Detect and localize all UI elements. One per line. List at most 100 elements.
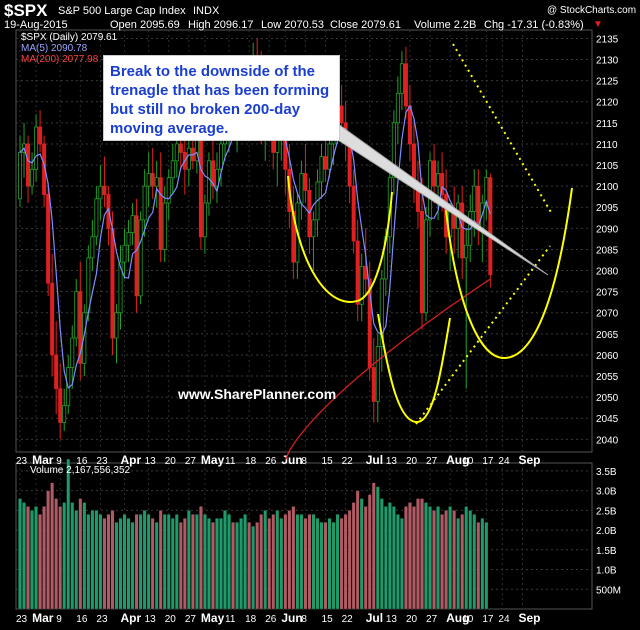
volume-value: Volume 2.2B [414,19,477,31]
volume-bar [207,518,211,610]
volume-bar [416,498,420,610]
date-tick-label: 26 [265,456,277,467]
volume-bar [428,506,432,610]
volume-bar [243,514,247,610]
candle-body [355,240,360,305]
volume-bar [464,506,469,610]
price-tick-label: 2060 [596,351,619,362]
candle-body [102,185,107,195]
annotation-curve [445,187,573,360]
date-tick-label: 15 [322,456,334,467]
volume-bar [231,522,235,610]
volume-bar [46,490,50,610]
date-tick-label: Jul [366,611,383,625]
volume-bar [239,518,243,610]
candle-body [311,219,316,238]
volume-bar [267,518,272,610]
volume-bar [440,514,444,610]
date-tick-label: Apr [121,611,142,625]
date-tick-label: 8 [301,456,307,467]
volume-bar [480,518,485,610]
price-tick-label: 2070 [596,309,619,320]
price-tick-label: 2115 [596,119,618,130]
date-tick-label: 22 [342,614,354,625]
volume-bar [251,525,256,610]
candle-body [26,143,31,187]
volume-bar [26,506,30,610]
volume-bar [327,518,332,610]
candle-body [371,367,376,402]
volume-bar [223,510,227,610]
candle-body [178,143,183,153]
price-tick-label: 2085 [596,245,619,256]
watermark: www.SharePlanner.com [178,386,337,402]
candle-body [424,219,429,314]
candle-body [202,202,207,238]
date-tick-label: 15 [322,614,334,625]
candle-body [98,185,103,200]
volume-bar [42,506,46,610]
chart-exchange: INDX [193,5,220,17]
volume-bar [211,522,215,610]
volume-tick-label: 2.0B [596,526,617,537]
candle-body [158,177,163,250]
candle-body [323,156,328,170]
ma200-line [284,278,491,461]
candle-body [436,173,441,187]
volume-bar [203,514,207,610]
volume-bar [138,514,143,610]
volume-bar [18,498,22,610]
volume-bar [259,514,264,610]
volume-bar [468,510,473,610]
volume-bar [323,522,328,610]
date-tick-label: 20 [406,614,418,625]
volume-bar [90,510,95,610]
volume-bar [295,514,300,610]
change-value: Chg -17.31 (-0.83%) [484,19,584,31]
volume-bar [118,518,123,610]
candle-body [303,173,308,191]
volume-bar [94,510,99,610]
date-tick-label: 13 [386,456,398,467]
candle-body [351,185,356,242]
candle-body [379,278,384,347]
candle-body [395,92,400,124]
volume-bar [146,514,151,610]
candle-body [327,143,332,170]
candle-body [214,168,219,187]
candle-body [94,198,99,238]
candle-body [154,177,159,187]
candle-body [118,261,123,314]
volume-bar [379,498,384,610]
price-tick-label: 2110 [596,140,618,151]
candle-body [339,105,344,124]
volume-tick-label: 1.5B [596,546,617,557]
candle-body [34,126,39,170]
candle-body [375,346,380,402]
volume-bar [62,502,67,610]
candle-body [440,173,445,195]
volume-bar [315,518,320,610]
volume-bar [343,514,348,610]
legend-price: $SPX (Daily) 2079.61 [21,32,118,43]
volume-bar [319,522,324,610]
annotation-curve [377,313,451,424]
volume-bar [291,506,296,610]
date-tick-label: 20 [165,614,177,625]
date-tick-label: Aug [446,453,469,467]
volume-bar [404,506,408,610]
volume-bar [170,518,175,610]
volume-bar [178,522,183,610]
price-tick-label: 2095 [596,203,619,214]
volume-bar [22,502,26,610]
volume-bar [432,510,436,610]
volume-tick-label: 1.0B [596,566,617,577]
date-tick-label: 17 [482,456,494,467]
volume-bar [279,518,284,610]
volume-bar [215,518,219,610]
volume-bar [134,514,139,610]
volume-bar [367,494,372,610]
volume-bar [420,498,424,610]
candle-body [30,168,35,187]
price-tick-label: 2120 [596,98,619,109]
